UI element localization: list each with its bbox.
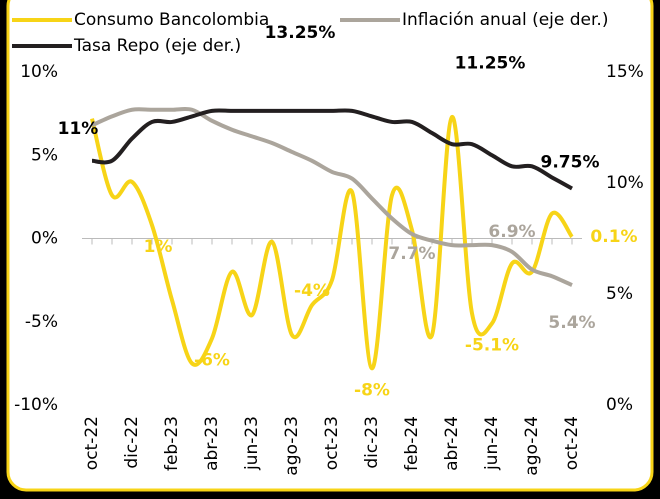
y-tick-label: -10% xyxy=(14,395,58,415)
data-label: 9.75% xyxy=(541,153,600,173)
data-label: 0.1% xyxy=(590,227,637,247)
legend-label: Inflación anual (eje der.) xyxy=(402,10,608,30)
y-tick-label: 10% xyxy=(20,62,58,82)
series-line xyxy=(91,106,573,287)
x-tick-label: feb-23 xyxy=(162,416,182,471)
x-tick-label: jun-24 xyxy=(482,416,502,471)
data-label: -4% xyxy=(294,281,330,301)
y-tick-label: -5% xyxy=(25,312,58,332)
data-label: 11% xyxy=(58,119,99,139)
x-tick-label: abr-23 xyxy=(202,416,222,471)
series-line xyxy=(90,114,574,371)
x-tick-label: ago-23 xyxy=(282,416,302,476)
data-label: 11.25% xyxy=(455,53,526,73)
data-label: -8% xyxy=(354,380,390,400)
x-tick-label: oct-23 xyxy=(322,416,342,470)
y2-tick-label: 15% xyxy=(606,62,644,82)
data-label: 6.9% xyxy=(488,222,535,242)
x-tick-label: feb-24 xyxy=(402,416,422,471)
y-tick-label: 5% xyxy=(31,145,58,165)
x-tick-label: oct-22 xyxy=(82,416,102,470)
plot: -10% -5% 0% 5% 10% 0% 5% 10% 15% oct-22 dic-22 feb-… xyxy=(12,10,644,476)
data-label: 1% xyxy=(144,237,173,257)
x-tick-label: ago-24 xyxy=(522,416,542,476)
data-label: 7.7% xyxy=(388,244,435,264)
data-label: 13.25% xyxy=(265,23,336,43)
y2-tick-label: 0% xyxy=(606,395,633,415)
data-label: -5.1% xyxy=(465,335,519,355)
x-tick-label: abr-24 xyxy=(442,416,462,471)
data-label: -6% xyxy=(194,350,230,370)
data-label: 5.4% xyxy=(548,313,595,333)
legend-label: Tasa Repo (eje der.) xyxy=(73,36,241,56)
x-tick-label: dic-23 xyxy=(362,416,382,469)
y2-tick-label: 10% xyxy=(606,173,644,193)
x-tick-label: jun-23 xyxy=(242,416,262,471)
x-tick-label: dic-22 xyxy=(122,416,142,469)
legend-label: Consumo Bancolombia xyxy=(74,10,269,30)
x-tick-label: oct-24 xyxy=(562,416,582,470)
series-line xyxy=(91,108,573,191)
y2-tick-label: 5% xyxy=(606,284,633,304)
y-tick-label: 0% xyxy=(31,229,58,249)
